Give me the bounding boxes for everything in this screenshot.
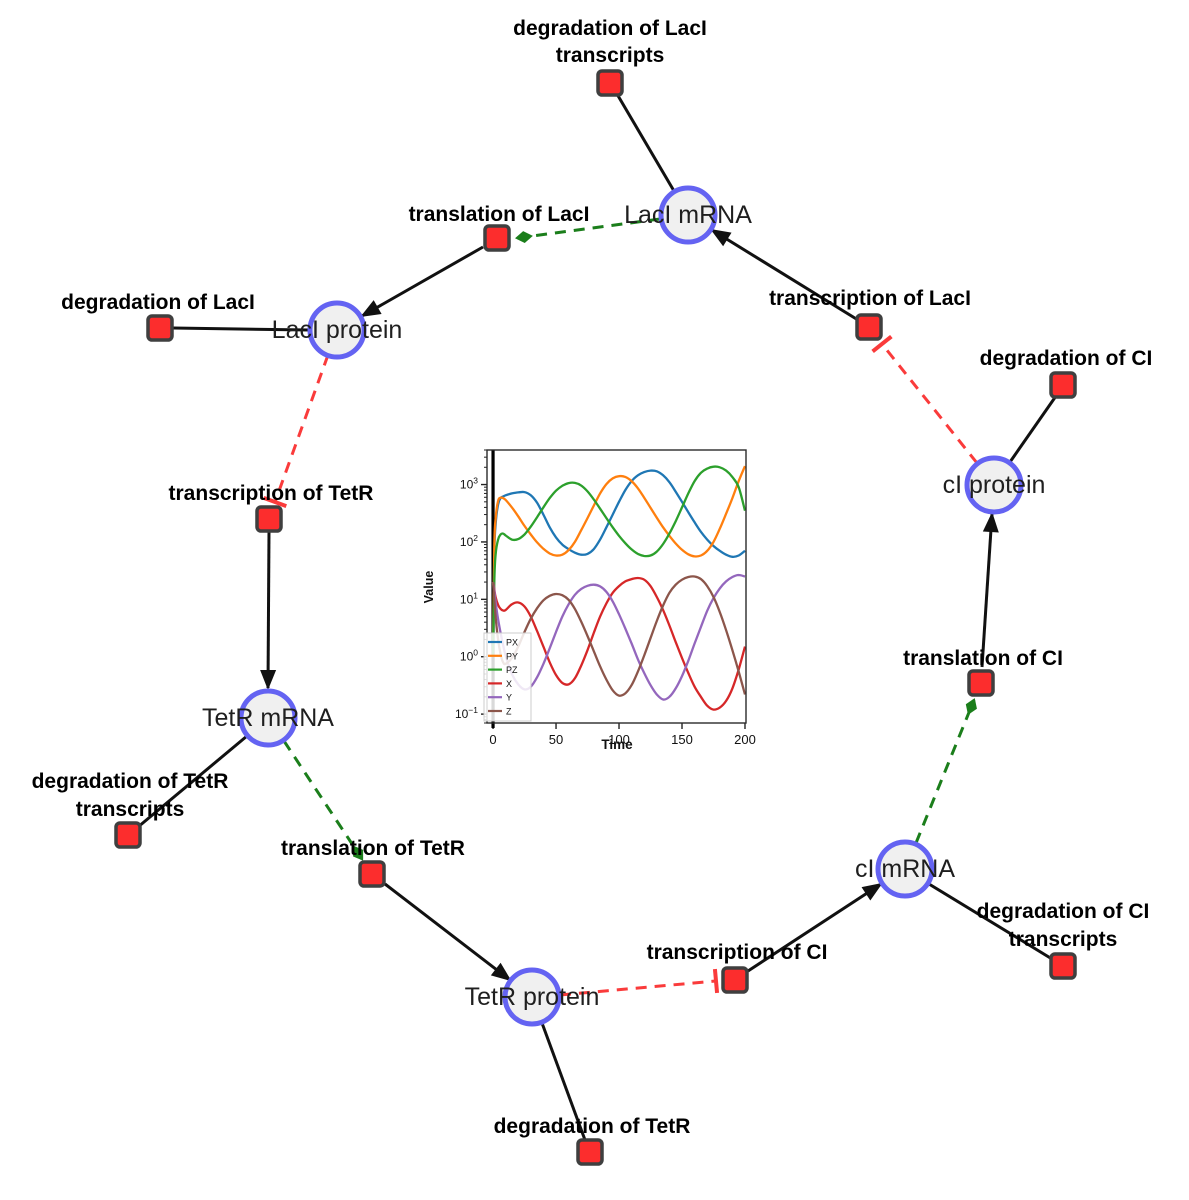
edge-laci-protein-inhibits-transcription-tetr <box>263 354 330 508</box>
chart-series-X <box>491 576 747 711</box>
edges <box>137 93 1058 1141</box>
legend-label-PZ: PZ <box>506 665 518 675</box>
species-node-tetr-mrna[interactable] <box>238 688 298 748</box>
edge-transcription-tetr-to-tetr-mrna <box>260 531 277 690</box>
edge-tetr-mrna-modifies-translation-tetr <box>282 740 364 861</box>
edge-tetr-protein-inhibits-transcription-ci <box>559 968 720 997</box>
legend-label-X: X <box>506 679 512 689</box>
species-labels: LacI mRNA LacI protein TetR mRNA TetR pr… <box>202 201 1045 1011</box>
y-tick-label: 103 <box>460 476 478 492</box>
reaction-node-transcription-tetr[interactable] <box>255 505 283 533</box>
edge-laci-mrna-modifies-translation-laci <box>515 217 661 244</box>
y-tick-label: 102 <box>460 533 478 549</box>
edge-transcription-laci-to-laci-mrna <box>710 228 859 322</box>
chart-xaxis-label: Time <box>601 737 633 752</box>
species-label-tetr-protein: TetR protein <box>465 983 600 1011</box>
edge-ci-protein-to-degradation <box>1008 395 1058 463</box>
edge-laci-mrna-to-deg-transcripts <box>615 93 676 192</box>
edge-translation-tetr-to-tetr-protein <box>384 882 512 982</box>
reaction-label-degradation-laci: degradation of LacI <box>61 291 255 314</box>
reaction-label-translation-tetr: translation of TetR <box>281 837 465 860</box>
x-tick-label: 50 <box>549 732 563 747</box>
reaction-node-degradation-ci-transcripts[interactable] <box>1049 952 1077 980</box>
chart-series-PY <box>491 465 747 657</box>
species-label-tetr-mrna: TetR mRNA <box>202 704 334 732</box>
species-node-laci-mrna[interactable] <box>658 185 718 245</box>
reaction-node-degradation-laci[interactable] <box>146 314 174 342</box>
x-tick-label: 0 <box>489 732 496 747</box>
reaction-label-translation-ci: translation of CI <box>903 647 1063 670</box>
species-node-ci-protein[interactable] <box>964 455 1024 515</box>
species-label-laci-mrna: LacI mRNA <box>624 201 752 229</box>
reaction-nodes <box>114 69 1077 1166</box>
edge-translation-laci-to-laci-protein <box>360 245 484 318</box>
species-node-tetr-protein[interactable] <box>502 967 562 1027</box>
y-tick-label: 100 <box>460 648 478 664</box>
reaction-node-degradation-laci-transcripts[interactable] <box>596 69 624 97</box>
reaction-node-translation-tetr[interactable] <box>358 860 386 888</box>
x-tick-label: 100 <box>608 732 630 747</box>
reaction-node-translation-laci[interactable] <box>483 224 511 252</box>
chart-frame <box>486 449 747 724</box>
chart-legend <box>483 632 532 722</box>
reaction-node-transcription-ci[interactable] <box>721 966 749 994</box>
legend-label-PY: PY <box>506 651 518 661</box>
reaction-label-degradation-laci-transcripts-2: transcripts <box>556 44 665 67</box>
inset-plot: 10−1 100 101 102 103 0 50 100 150 200 PX PY PZ XYZ <box>455 449 756 747</box>
edge-ci-protein-inhibits-transcription-laci <box>871 334 979 464</box>
edge-tetr-mrna-to-deg-transcripts <box>137 734 248 829</box>
edge-tetr-protein-to-degradation <box>540 1022 587 1141</box>
reaction-label-transcription-ci: transcription of CI <box>647 941 828 964</box>
edge-translation-ci-to-ci-protein <box>980 512 999 668</box>
species-label-laci-protein: LacI protein <box>272 316 403 344</box>
species-node-laci-protein[interactable] <box>307 300 367 360</box>
species-label-ci-mrna: cI mRNA <box>855 855 955 883</box>
legend-label-Z: Z <box>506 707 512 717</box>
reaction-label-degradation-tetr: degradation of TetR <box>494 1115 691 1138</box>
y-tick-label: 10−1 <box>455 705 478 721</box>
reaction-node-degradation-ci[interactable] <box>1049 371 1077 399</box>
reaction-label-degradation-ci-transcripts-2: transcripts <box>1009 928 1118 951</box>
reaction-label-transcription-tetr: transcription of TetR <box>169 482 374 505</box>
chart-series-PX <box>491 469 746 657</box>
reaction-node-translation-ci[interactable] <box>967 669 995 697</box>
edge-ci-mrna-to-deg-transcripts <box>928 882 1053 961</box>
reaction-node-transcription-laci[interactable] <box>855 313 883 341</box>
species-nodes <box>238 185 1024 1027</box>
reaction-node-degradation-tetr[interactable] <box>576 1138 604 1166</box>
reaction-labels: degradation of LacI transcripts translat… <box>32 17 1153 1138</box>
reaction-label-degradation-tetr-transcripts-1: degradation of TetR <box>32 770 229 793</box>
reaction-label-degradation-tetr-transcripts-2: transcripts <box>76 798 185 821</box>
y-tick-label: 101 <box>460 590 478 606</box>
reaction-label-degradation-ci-transcripts-1: degradation of CI <box>977 900 1150 923</box>
x-tick-label: 200 <box>734 732 756 747</box>
species-label-ci-protein: cI protein <box>943 471 1046 499</box>
reaction-node-degradation-tetr-transcripts[interactable] <box>114 821 142 849</box>
chart-series-PZ <box>491 465 747 657</box>
edge-transcription-ci-to-ci-mrna <box>747 882 883 973</box>
x-tick-label: 150 <box>671 732 693 747</box>
species-node-ci-mrna[interactable] <box>875 839 935 899</box>
chart-yaxis-label: Value <box>422 571 436 604</box>
reaction-label-transcription-laci: transcription of LacI <box>769 287 971 310</box>
legend-label-Y: Y <box>506 693 512 703</box>
edge-ci-mrna-modifies-translation-ci <box>914 698 977 844</box>
reaction-label-degradation-ci: degradation of CI <box>980 347 1153 370</box>
reaction-label-degradation-laci-transcripts-1: degradation of LacI <box>513 17 707 40</box>
reaction-label-translation-laci: translation of LacI <box>409 203 590 226</box>
legend-label-PX: PX <box>506 638 518 648</box>
edge-laci-protein-to-degradation <box>172 326 310 332</box>
